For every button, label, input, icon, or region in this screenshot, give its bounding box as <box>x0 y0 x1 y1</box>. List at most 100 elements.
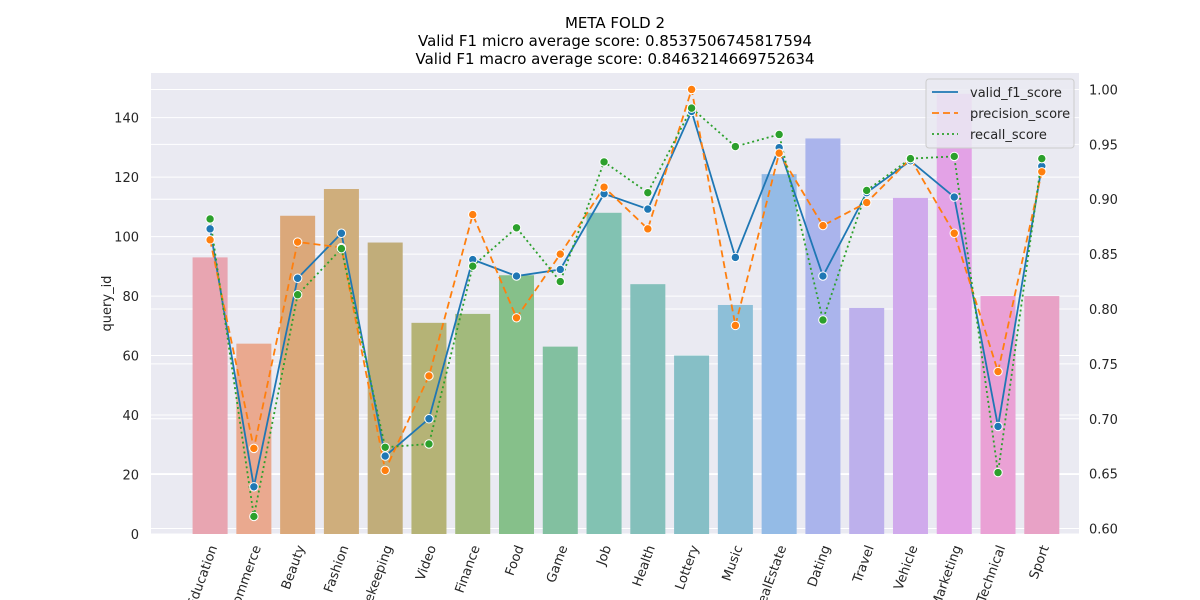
y-axis-label: query_id <box>100 276 115 332</box>
point-recall_score <box>336 243 347 254</box>
bar-health <box>630 284 666 534</box>
point-precision_score <box>249 443 259 454</box>
legend-label: precision_score <box>970 107 1070 122</box>
point-valid_f1_score <box>949 192 959 202</box>
x-tick-label: Marketing <box>929 543 965 600</box>
bar-sport <box>1024 296 1060 534</box>
point-recall_score <box>686 103 697 113</box>
point-precision_score <box>993 366 1003 377</box>
point-recall_score <box>249 511 259 522</box>
chart-title-line-3: Valid F1 macro average score: 0.84632146… <box>415 50 815 68</box>
y-tick-label: 80 <box>122 290 139 305</box>
point-precision_score <box>818 220 828 231</box>
x-tick-label: Education <box>185 543 221 600</box>
chart-title-line-2: Valid F1 micro average score: 0.85375067… <box>418 32 812 50</box>
bar-vehicle <box>892 197 928 534</box>
point-recall_score <box>905 153 916 164</box>
x-tick-label: Technical <box>974 543 1009 600</box>
bar-realestate <box>761 174 797 535</box>
y2-tick-label: 1.00 <box>1089 83 1118 98</box>
point-recall_score <box>1037 153 1047 164</box>
x-tick-label: Beauty <box>279 543 309 592</box>
x-tick-label: Food <box>503 543 528 577</box>
x-tick-label: Health <box>630 543 659 588</box>
y2-tick-label: 0.90 <box>1089 193 1118 208</box>
point-recall_score <box>380 442 390 452</box>
x-tick-label: Fashion <box>322 543 353 594</box>
x-tick-label: Travel <box>850 543 878 585</box>
y-tick-label: 140 <box>114 112 139 127</box>
point-precision_score <box>555 249 565 259</box>
y-tick-label: 40 <box>122 409 139 424</box>
y2-tick-label: 0.60 <box>1089 523 1118 538</box>
point-recall_score <box>511 223 522 233</box>
x-tick-label: ekeeping <box>362 543 396 600</box>
bar-marketing <box>936 93 972 535</box>
point-recall_score <box>643 187 653 198</box>
legend-label: valid_f1_score <box>970 86 1062 101</box>
y-tick-label: 0 <box>131 528 139 543</box>
bar-beauty <box>280 215 316 534</box>
x-tick-label: Music <box>720 543 747 583</box>
y2-tick-label: 0.95 <box>1089 138 1118 153</box>
x-tick-label: Game <box>544 543 571 584</box>
point-valid_f1_score <box>292 273 303 283</box>
point-recall_score <box>468 261 478 271</box>
y2-tick-label: 0.75 <box>1089 358 1118 373</box>
point-precision_score <box>511 313 522 323</box>
point-valid_f1_score <box>336 228 347 238</box>
point-precision_score <box>380 465 390 476</box>
point-precision_score <box>686 84 697 95</box>
x-tick-label: Finance <box>453 543 484 595</box>
point-valid_f1_score <box>205 224 215 234</box>
bar-fashion <box>323 188 359 535</box>
series-line-precision_score <box>209 88 1043 472</box>
y2-tick-label: 0.65 <box>1089 468 1118 483</box>
x-tick-label: Lottery <box>673 543 703 592</box>
point-recall_score <box>818 315 828 325</box>
chart-title-line-1: META FOLD 2 <box>564 14 666 32</box>
point-recall_score <box>599 157 609 167</box>
point-recall_score <box>949 151 959 162</box>
point-precision_score <box>468 209 478 220</box>
x-tick-label: ealEstate <box>755 543 790 600</box>
point-precision_score <box>1037 167 1047 177</box>
x-tick-label: Vehicle <box>892 543 922 592</box>
point-precision_score <box>424 371 434 381</box>
point-valid_f1_score <box>555 264 565 275</box>
point-recall_score <box>205 214 215 224</box>
point-precision_score <box>292 237 303 247</box>
y-tick-label: 100 <box>114 231 139 246</box>
y2-tick-label: 0.80 <box>1089 303 1118 318</box>
x-tick-label: Job <box>594 543 615 568</box>
x-tick-label: Dating <box>805 543 834 589</box>
bar-lottery <box>674 355 710 534</box>
point-recall_score <box>774 129 784 140</box>
point-valid_f1_score <box>993 421 1003 432</box>
bar-ecommerce <box>236 343 272 534</box>
bar-game <box>542 346 578 534</box>
point-recall_score <box>555 276 565 287</box>
x-tick-label: Video <box>413 543 440 582</box>
y-tick-label: 20 <box>122 469 139 484</box>
bar-job <box>586 212 622 534</box>
point-precision_score <box>643 224 653 234</box>
series-line-recall_score <box>209 107 1043 518</box>
x-tick-label: ommerce <box>230 543 265 600</box>
bar-finance <box>455 313 491 534</box>
point-precision_score <box>730 320 741 331</box>
y2-tick-label: 0.70 <box>1089 413 1118 428</box>
point-recall_score <box>730 141 741 152</box>
legend-label: recall_score <box>970 128 1047 143</box>
series-line-valid_f1_score <box>209 110 1043 488</box>
legend-box <box>925 78 1075 149</box>
x-tick-label: Sport <box>1027 543 1053 581</box>
point-precision_score <box>205 235 215 245</box>
point-precision_score <box>861 197 872 208</box>
y2-tick-label: 0.85 <box>1089 248 1118 263</box>
point-valid_f1_score <box>643 204 653 214</box>
y-tick-label: 120 <box>114 171 139 186</box>
y-tick-label: 60 <box>122 350 139 365</box>
point-precision_score <box>599 182 609 192</box>
point-recall_score <box>861 185 872 196</box>
